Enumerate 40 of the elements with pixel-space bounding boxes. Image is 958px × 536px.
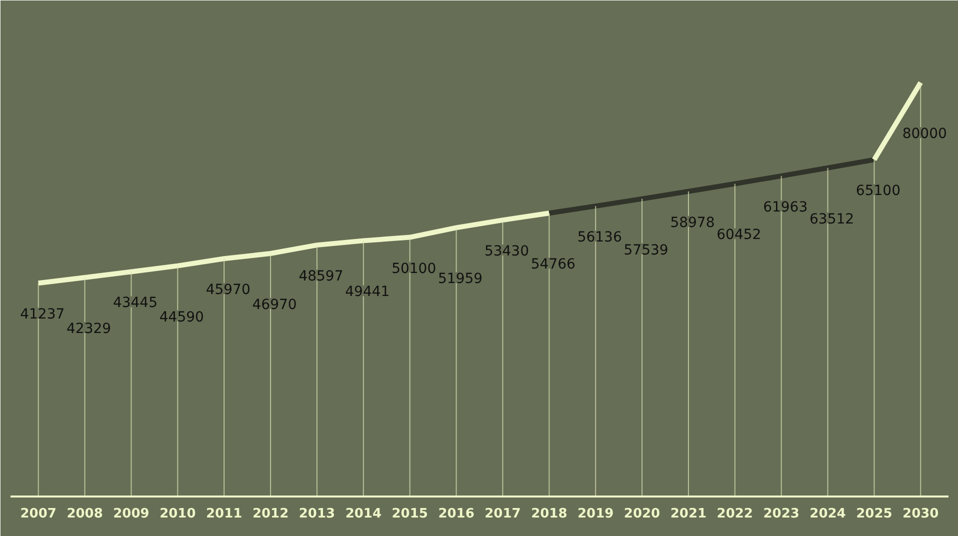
data-label: 57539 [624, 242, 668, 258]
data-label: 44590 [159, 309, 204, 326]
data-label: 41237 [20, 306, 65, 323]
data-label: 53430 [484, 244, 529, 260]
data-label: 49441 [345, 284, 390, 300]
data-label: 60452 [716, 227, 762, 244]
x-tick-label: 2023 [763, 506, 800, 522]
x-tick-label: 2017 [484, 506, 521, 522]
data-label: 45970 [206, 282, 250, 298]
x-tick-label: 2030 [902, 506, 939, 522]
x-tick-label: 2008 [66, 506, 103, 522]
data-label: 43445 [112, 295, 158, 312]
x-tick-label: 2007 [20, 506, 56, 522]
x-tick-label: 2021 [670, 506, 707, 522]
x-tick-label: 2010 [160, 506, 196, 522]
data-label: 80000 [902, 126, 947, 142]
data-label: 65100 [856, 183, 900, 200]
x-tick-label: 2016 [438, 506, 474, 522]
data-label: 50100 [392, 260, 436, 277]
x-tick-label: 2024 [810, 506, 846, 522]
x-tick-label: 2013 [298, 506, 336, 522]
x-tick-label: 2015 [392, 506, 428, 522]
x-tick-label: 2019 [578, 506, 614, 522]
data-label: 54766 [530, 256, 576, 273]
data-label: 42329 [66, 320, 112, 337]
data-label: 61963 [763, 199, 808, 216]
x-tick-label: 2022 [716, 506, 753, 522]
data-label: 63512 [810, 211, 854, 228]
x-tick-label: 2020 [624, 506, 660, 522]
x-tick-label: 2018 [531, 506, 568, 522]
data-label: 56136 [577, 230, 622, 246]
data-label: 51959 [438, 271, 483, 288]
x-tick-label: 2009 [113, 506, 150, 522]
data-label: 48597 [298, 268, 344, 285]
data-label: 58978 [670, 214, 715, 231]
x-tick-label: 2012 [252, 506, 289, 522]
x-tick-label: 2011 [206, 506, 242, 522]
data-label: 46970 [252, 296, 297, 313]
x-tick-label: 2025 [856, 506, 892, 522]
x-tick-label: 2014 [345, 506, 382, 522]
